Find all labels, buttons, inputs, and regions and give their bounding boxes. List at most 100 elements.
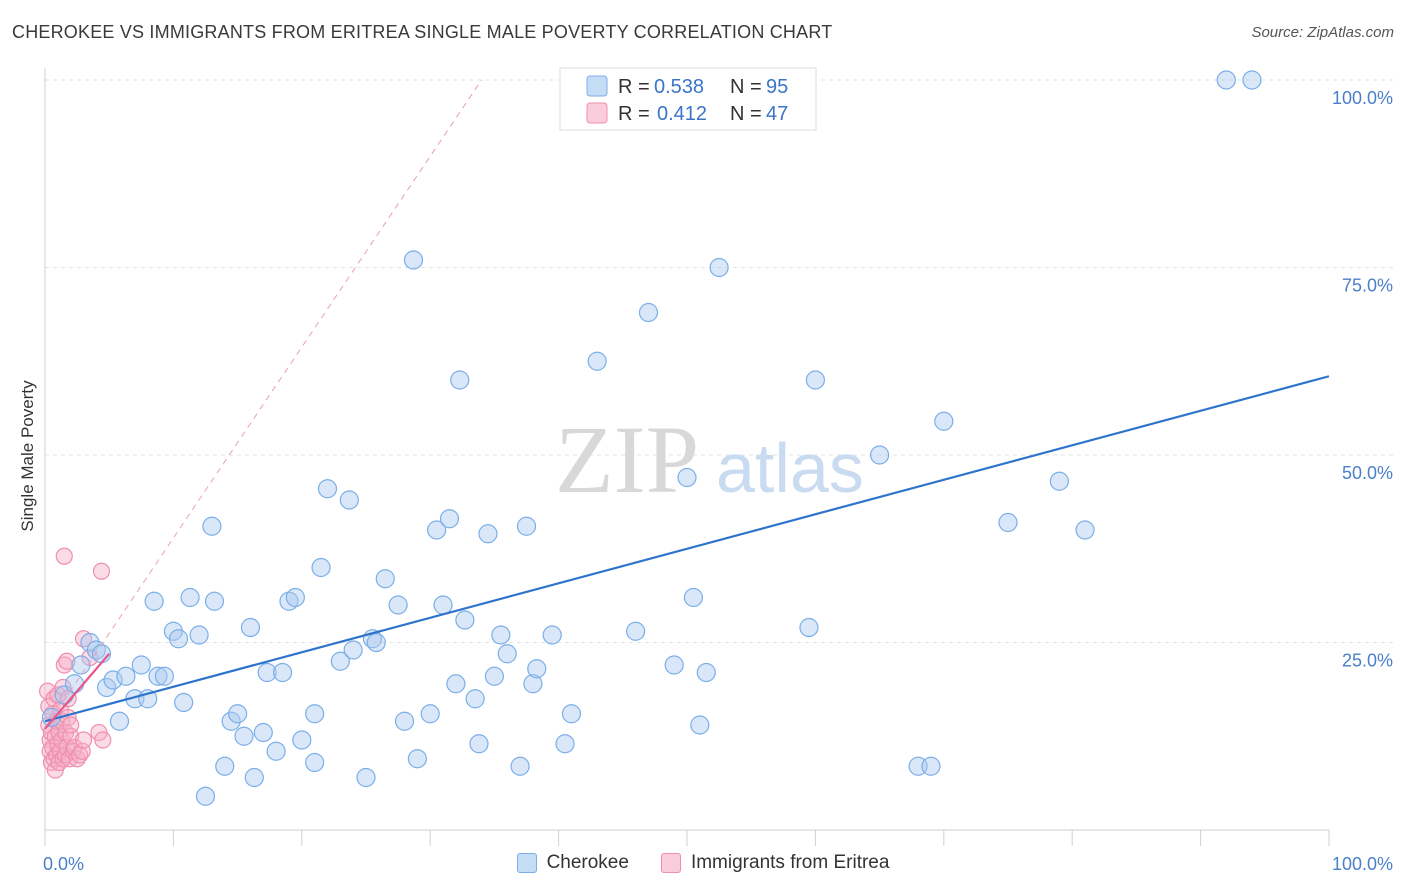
cherokee-point-19: [174, 692, 194, 713]
cherokee-point-92: [1242, 70, 1262, 90]
cherokee-point-63: [484, 666, 504, 686]
cherokee-point-72: [561, 704, 582, 724]
cherokee-point-74: [626, 621, 646, 641]
cherokee-point-39: [305, 752, 325, 773]
eritrea-point-46: [94, 731, 112, 749]
cherokee-point-68: [523, 674, 543, 694]
cherokee-point-88: [998, 512, 1018, 533]
bottom-legend-cherokee-label: Cherokee: [546, 852, 629, 873]
cherokee-point-91: [1216, 70, 1236, 90]
cherokee-point-18: [168, 629, 189, 649]
cherokee-point-24: [204, 591, 225, 611]
cherokee-points: [41, 70, 1262, 806]
cherokee-point-8: [103, 670, 123, 690]
cherokee-point-21: [189, 625, 209, 645]
legend-eritrea-r: 0.412: [657, 103, 707, 125]
legend-cherokee-r-label: R =: [618, 76, 650, 98]
cherokee-point-84: [869, 445, 890, 465]
eritrea-point-35: [62, 716, 80, 734]
cherokee-point-58: [450, 370, 470, 390]
cherokee-point-30: [244, 767, 264, 788]
cherokee-point-78: [683, 587, 704, 608]
cherokee-point-81: [709, 257, 729, 278]
cherokee-point-26: [221, 711, 241, 731]
grid-lines: [45, 79, 1396, 643]
watermark-zip: ZIP: [555, 406, 699, 513]
cherokee-point-10: [116, 666, 136, 686]
cherokee-point-56: [439, 509, 460, 529]
cherokee-point-3: [71, 655, 91, 675]
cherokee-point-48: [375, 569, 395, 589]
y-tick-label-2: 75.0%: [1342, 276, 1393, 296]
cherokee-point-31: [253, 722, 273, 743]
legend-eritrea-n-label: N =: [730, 103, 762, 125]
bottom-legend-cherokee: Cherokee: [516, 852, 629, 874]
cherokee-point-9: [109, 711, 130, 731]
cherokee-point-89: [1049, 471, 1069, 491]
cherokee-point-53: [420, 704, 440, 724]
cherokee-point-82: [799, 617, 819, 638]
y-tick-label-1: 50.0%: [1342, 463, 1393, 483]
cherokee-point-57: [446, 674, 466, 694]
cherokee-point-29: [240, 617, 261, 638]
watermark: ZIP atlas: [555, 406, 864, 513]
cherokee-point-2: [64, 674, 85, 694]
bottom-legend-eritrea-label: Immigrants from Eritrea: [690, 852, 890, 873]
cherokee-point-37: [292, 730, 312, 750]
cherokee-point-28: [234, 726, 254, 746]
source-label: Source: ZipAtlas.com: [1251, 24, 1394, 41]
eritrea-trend-line: [44, 653, 111, 730]
tick-labels: 0.0% 100.0% 25.0% 50.0% 75.0% 100.0%: [43, 88, 1393, 874]
bottom-legend: Cherokee Immigrants from Eritrea: [0, 852, 1406, 874]
legend: R = 0.538 N = 95 R = 0.412 N = 47: [559, 67, 817, 131]
y-tick-label-0: 25.0%: [1342, 651, 1393, 671]
eritrea-point-45: [92, 562, 111, 580]
cherokee-trend-line: [44, 375, 1330, 723]
cherokee-point-87: [934, 411, 954, 431]
cherokee-point-4: [80, 632, 100, 653]
y-tick-label-3: 100.0%: [1332, 88, 1393, 108]
cherokee-point-60: [465, 689, 485, 709]
cherokee-point-22: [195, 786, 216, 806]
cherokee-point-75: [638, 302, 659, 323]
cherokee-point-80: [696, 662, 716, 683]
cherokee-point-47: [366, 632, 386, 653]
x-tick-label-0: 0.0%: [43, 854, 84, 874]
cherokee-point-14: [144, 591, 164, 611]
chart-title: CHEROKEE VS IMMIGRANTS FROM ERITREA SING…: [12, 22, 833, 42]
cherokee-point-76: [664, 655, 684, 675]
legend-eritrea-swatch: [586, 102, 608, 124]
cherokee-point-54: [427, 520, 447, 540]
eritrea-point-23: [54, 678, 72, 697]
eritrea-point-42: [74, 630, 93, 648]
trend-lines: [44, 79, 1330, 730]
cherokee-point-67: [516, 516, 537, 536]
cherokee-point-16: [154, 666, 175, 686]
cherokee-point-34: [272, 662, 293, 683]
bottom-legend-cherokee-swatch: [516, 853, 537, 873]
watermark-atlas: atlas: [716, 429, 864, 507]
cherokee-point-32: [257, 662, 277, 683]
cherokee-point-51: [403, 250, 424, 270]
cherokee-point-73: [587, 351, 607, 371]
cherokee-point-27: [228, 704, 248, 724]
cherokee-point-69: [527, 659, 547, 679]
cherokee-point-36: [285, 587, 305, 608]
bottom-legend-eritrea: Immigrants from Eritrea: [660, 852, 890, 874]
cherokee-point-20: [180, 587, 200, 608]
eritrea-point-25: [55, 547, 73, 565]
cherokee-point-83: [805, 370, 826, 390]
legend-cherokee-r: 0.538: [654, 76, 704, 98]
cherokee-point-50: [394, 711, 415, 731]
cherokee-point-71: [555, 734, 575, 754]
cherokee-point-59: [455, 610, 475, 630]
cherokee-point-61: [469, 734, 489, 754]
legend-eritrea-r-label: R =: [618, 103, 650, 125]
cherokee-point-45: [356, 767, 376, 788]
cherokee-point-77: [677, 467, 697, 488]
cherokee-point-15: [148, 666, 168, 686]
cherokee-point-41: [317, 479, 338, 499]
cherokee-point-49: [388, 595, 408, 615]
cherokee-point-86: [921, 756, 941, 776]
